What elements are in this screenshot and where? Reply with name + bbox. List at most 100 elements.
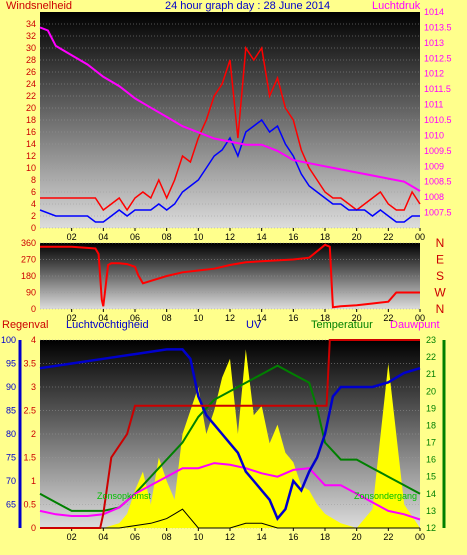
multi-xtick-label: 04 xyxy=(98,532,108,542)
wind-xtick-label: 20 xyxy=(352,232,362,242)
multi-xtick-label: 06 xyxy=(130,532,140,542)
multi-xtick-label: 22 xyxy=(383,532,393,542)
wind-axis-label: Windsnelheid xyxy=(6,0,73,12)
wind-ytick-label: 18 xyxy=(26,115,36,125)
multi-xtick-label: 12 xyxy=(225,532,235,542)
pressure-ytick-label: 1010.5 xyxy=(424,115,452,125)
temperature-ytick-label: 23 xyxy=(426,335,436,345)
pressure-ytick-label: 1007.5 xyxy=(424,208,452,218)
wind-ytick-label: 2 xyxy=(31,211,36,221)
uv-area xyxy=(40,349,420,528)
wind-gust-line xyxy=(40,45,421,212)
humidity-ytick-label: 95 xyxy=(6,359,16,369)
direction-ytick-label: 180 xyxy=(21,271,36,281)
wind-ytick-label: 22 xyxy=(26,91,36,101)
direction-xtick-label: 02 xyxy=(67,313,77,323)
rain-ytick-label: 3 xyxy=(31,382,36,392)
humidity-ytick-label: 100 xyxy=(1,335,16,345)
pressure-axis-label: Luchtdruk xyxy=(372,0,421,12)
wind-xtick-label: 00 xyxy=(415,232,425,242)
pressure-ytick-label: 1010 xyxy=(424,130,444,140)
direction-xtick-label: 22 xyxy=(383,313,393,323)
temperature-ytick-label: 17 xyxy=(426,438,436,448)
temperature-ytick-label: 20 xyxy=(426,386,436,396)
multi-xtick-label: 20 xyxy=(352,532,362,542)
pressure-ytick-label: 1014 xyxy=(424,7,444,17)
wind-ytick-label: 26 xyxy=(26,67,36,77)
temperature-ytick-label: 21 xyxy=(426,369,436,379)
rain-axis-label: Regenval xyxy=(2,319,49,331)
temperature-ytick-label: 12 xyxy=(426,523,436,533)
temperature-ytick-label: 13 xyxy=(426,506,436,516)
humidity-axis-label: Luchtvochtigheid xyxy=(66,319,149,331)
humidity-ytick-label: 75 xyxy=(6,453,16,463)
pressure-ytick-label: 1009.5 xyxy=(424,146,452,156)
multi-xtick-label: 18 xyxy=(320,532,330,542)
direction-xtick-label: 06 xyxy=(130,313,140,323)
wind-ytick-label: 16 xyxy=(26,127,36,137)
pressure-line xyxy=(39,26,421,192)
pressure-ytick-label: 1009 xyxy=(424,161,444,171)
direction-xtick-label: 12 xyxy=(225,313,235,323)
wind-ytick-label: 34 xyxy=(26,19,36,29)
wind-ytick-label: 8 xyxy=(31,175,36,185)
direction-xtick-label: 08 xyxy=(162,313,172,323)
humidity-ytick-label: 70 xyxy=(6,476,16,486)
dewpoint-axis-label: Dauwpunt xyxy=(390,319,440,331)
temperature-ytick-label: 18 xyxy=(426,420,436,430)
pressure-ytick-label: 1013 xyxy=(424,38,444,48)
compass-label: N xyxy=(436,302,445,316)
humidity-ytick-label: 80 xyxy=(6,429,16,439)
pressure-ytick-label: 1013.5 xyxy=(424,22,452,32)
multi-xtick-label: 00 xyxy=(415,532,425,542)
rain-line xyxy=(40,339,420,529)
pressure-ytick-label: 1011.5 xyxy=(424,84,451,94)
pressure-ytick-label: 1008 xyxy=(424,192,444,202)
pressure-ytick-label: 1008.5 xyxy=(424,177,452,187)
wind-xtick-label: 16 xyxy=(288,232,298,242)
wind-ytick-label: 6 xyxy=(31,187,36,197)
compass-label: N xyxy=(436,236,445,250)
wind-xtick-label: 12 xyxy=(225,232,235,242)
wind-ytick-label: 24 xyxy=(26,79,36,89)
wind-xtick-label: 22 xyxy=(383,232,393,242)
compass-label: S xyxy=(436,269,444,283)
wind-ytick-label: 4 xyxy=(31,199,36,209)
direction-ytick-label: 0 xyxy=(31,304,36,314)
temperature-ytick-label: 22 xyxy=(426,352,436,362)
rain-ytick-label: 4 xyxy=(31,335,36,345)
temperature-ytick-label: 16 xyxy=(426,455,436,465)
rain-ytick-label: 1.5 xyxy=(23,453,36,463)
temperature-ytick-label: 15 xyxy=(426,472,436,482)
direction-ytick-label: 270 xyxy=(21,255,36,265)
direction-xtick-label: 04 xyxy=(98,313,108,323)
direction-xtick-label: 00 xyxy=(415,313,425,323)
multi-xtick-label: 16 xyxy=(288,532,298,542)
multi-xtick-label: 08 xyxy=(162,532,172,542)
direction-ytick-label: 360 xyxy=(21,238,36,248)
wind-ytick-label: 0 xyxy=(31,223,36,233)
wind-xtick-label: 04 xyxy=(98,232,108,242)
uv-axis-label: UV xyxy=(246,319,262,331)
humidity-ytick-label: 90 xyxy=(6,382,16,392)
multi-xtick-label: 02 xyxy=(67,532,77,542)
temperature-ytick-label: 14 xyxy=(426,489,436,499)
wind-ytick-label: 14 xyxy=(26,139,36,149)
temperature-ytick-label: 19 xyxy=(426,403,436,413)
humidity-ytick-label: 65 xyxy=(6,500,16,510)
compass-label: W xyxy=(434,286,446,300)
direction-xtick-label: 10 xyxy=(193,313,203,323)
rain-ytick-label: 1 xyxy=(31,476,36,486)
wind-xtick-label: 02 xyxy=(67,232,77,242)
multi-xtick-label: 14 xyxy=(257,532,267,542)
page-title: 24 hour graph day : 28 June 2014 xyxy=(165,0,331,12)
rain-ytick-label: 2.5 xyxy=(23,406,36,416)
wind-xtick-label: 06 xyxy=(130,232,140,242)
solar-line xyxy=(40,508,420,529)
wind-direction-line xyxy=(40,243,420,309)
wind-ytick-label: 10 xyxy=(26,163,36,173)
humidity-line xyxy=(39,348,421,521)
sunset-label: Zonsondergang xyxy=(354,491,418,501)
direction-xtick-label: 14 xyxy=(257,313,267,323)
